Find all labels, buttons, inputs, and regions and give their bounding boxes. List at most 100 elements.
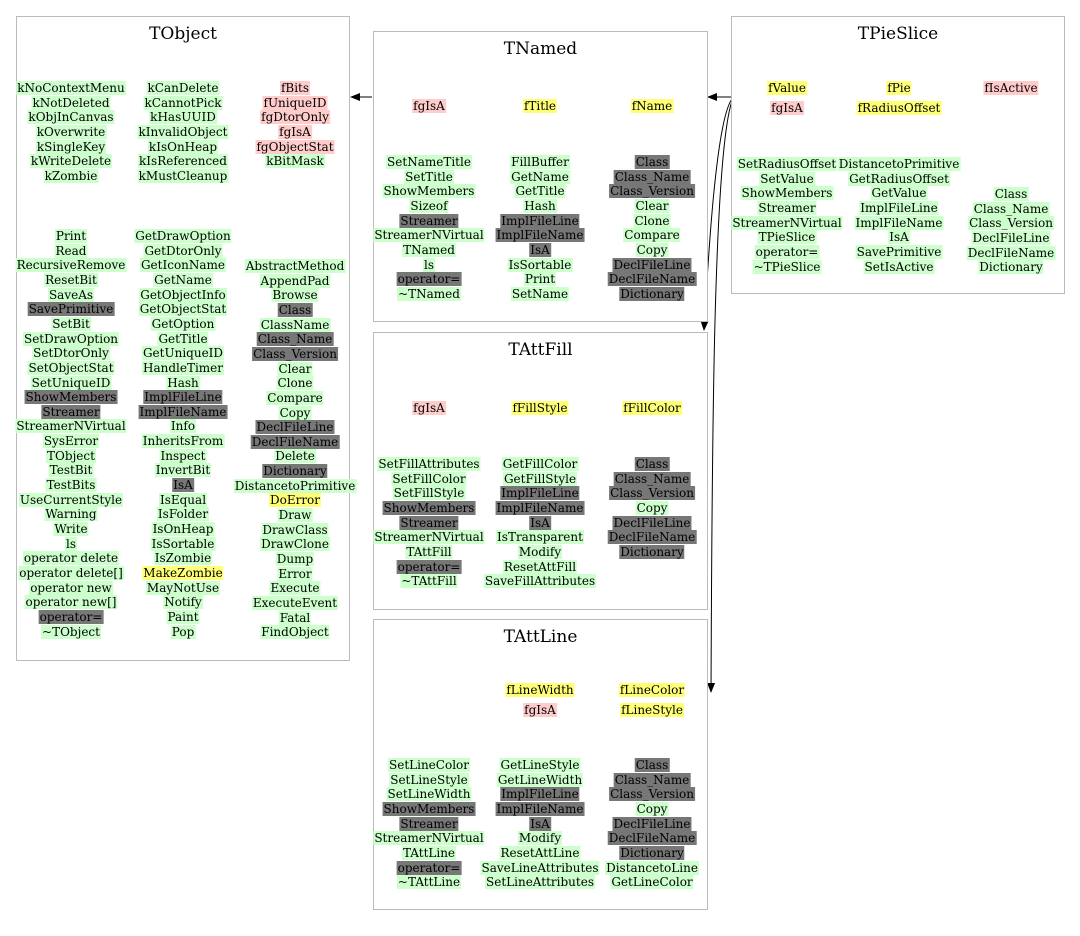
class-member: DrawClass xyxy=(261,522,329,537)
class-member: SetLineAttributes xyxy=(485,875,595,890)
class-member: ~TPieSlice xyxy=(752,259,822,274)
class-member: fLineColor xyxy=(618,683,686,697)
class-member: SetDtorOnly xyxy=(32,346,110,361)
class-member: TestBits xyxy=(45,478,97,493)
class-member: StreamerNVirtual xyxy=(731,215,843,230)
class-member: TAttLine xyxy=(401,845,457,860)
class-member: Copy xyxy=(635,242,669,257)
class-member: SavePrimitive xyxy=(855,244,943,259)
class-member: SetFillStyle xyxy=(392,486,466,501)
class-member: GetTitle xyxy=(157,331,209,346)
class-member: Clone xyxy=(276,376,314,391)
class-member: HandleTimer xyxy=(141,360,225,375)
class-member: ImplFileName xyxy=(495,228,585,243)
class-member: GetFillStyle xyxy=(502,471,578,486)
class-member: Class_Name xyxy=(972,201,1050,216)
class-member: ShowMembers xyxy=(382,500,476,515)
class-member: Class_Version xyxy=(609,787,695,802)
class-member: fTitle xyxy=(522,99,558,113)
class-member: fgIsA xyxy=(523,702,557,717)
class-member: GetTitle xyxy=(514,184,566,199)
class-title: TObject xyxy=(149,24,217,44)
class-member: GetDrawOption xyxy=(134,229,232,243)
class-member: DeclFileName xyxy=(607,831,697,846)
class-member: kNotDeleted xyxy=(31,95,111,110)
class-member: operator= xyxy=(396,272,462,287)
class-member: Modify xyxy=(517,831,563,846)
class-member: ImplFileLine xyxy=(500,486,580,501)
class-member: Class_Version xyxy=(609,184,695,199)
class-member: Dictionary xyxy=(978,260,1044,275)
class-member: DeclFileName xyxy=(607,272,697,287)
class-member: Dump xyxy=(275,552,315,566)
class-member: SaveFillAttributes xyxy=(483,574,597,589)
class-member: SetNameTitle xyxy=(386,155,472,169)
class-member: ResetAttLine xyxy=(499,845,581,860)
class-member: IsTransparent xyxy=(496,530,584,545)
class-member: GetUniqueID xyxy=(141,346,225,361)
class-member: TObject xyxy=(46,448,96,463)
class-member: Streamer xyxy=(757,200,817,215)
class-member: fLineStyle xyxy=(620,702,684,717)
class-member: TAttFill xyxy=(405,544,453,559)
class-title: TAttFill xyxy=(508,340,573,360)
class-member: operator new xyxy=(29,580,113,595)
class-member: TestBit xyxy=(48,463,94,478)
class-member: SetUniqueID xyxy=(30,375,112,390)
class-member: SetValue xyxy=(759,171,815,186)
class-member: Dictionary xyxy=(262,464,328,479)
class-member: SetObjectStat xyxy=(27,360,115,375)
class-member: SetDrawOption xyxy=(22,331,120,346)
class-member: Pop xyxy=(170,624,196,639)
class-member: IsA xyxy=(529,816,551,831)
class-member: ShowMembers xyxy=(382,184,476,199)
class-member: SetIsActive xyxy=(863,259,935,274)
class-member: TPieSlice xyxy=(757,230,817,245)
class-member: DistancetoPrimitive xyxy=(233,478,357,493)
class-member: DrawClone xyxy=(260,537,330,552)
class-member: ImplFileName xyxy=(495,500,585,515)
class-member: ~TNamed xyxy=(397,286,461,301)
class-member: operator delete[] xyxy=(18,565,124,580)
class-member: Copy xyxy=(278,405,312,420)
class-member: Hash xyxy=(523,198,557,213)
class-member: GetName xyxy=(510,169,570,184)
class-member: MayNotUse xyxy=(145,580,221,595)
class-member: Class_Version xyxy=(609,486,695,501)
class-member: MakeZombie xyxy=(142,565,224,580)
class-member: ImplFileLine xyxy=(143,390,223,405)
class-member: Inspect xyxy=(159,448,207,463)
class-member: fUniqueID xyxy=(262,95,328,110)
class-member: IsSortable xyxy=(507,257,573,272)
class-member: fgDtorOnly xyxy=(260,110,330,125)
class-member: ImplFileLine xyxy=(500,787,580,802)
class-member: ExecuteEvent xyxy=(251,595,339,610)
class-member: Class_Name xyxy=(613,169,691,184)
class-member: operator= xyxy=(396,559,462,574)
class-member: StreamerNVirtual xyxy=(373,228,485,243)
class-member: Class_Name xyxy=(613,772,691,787)
class-member: DeclFileName xyxy=(607,530,697,545)
class-member: SetTitle xyxy=(404,169,454,184)
class-box-tattline: TAttLine SetLineColor SetLineStyle SetLine… xyxy=(373,619,708,910)
class-member: Draw xyxy=(277,508,313,523)
class-member: ImplFileName xyxy=(138,404,228,419)
class-member: GetLineColor xyxy=(610,875,694,890)
class-member: ~TObject xyxy=(41,624,101,639)
class-member: Class xyxy=(634,457,670,471)
class-member: Browse xyxy=(271,288,319,303)
class-member: Clear xyxy=(634,198,670,213)
class-member: Dictionary xyxy=(619,286,685,301)
class-member: kZombie xyxy=(43,168,99,183)
class-member: ClassName xyxy=(259,317,331,332)
class-member: Print xyxy=(523,272,557,287)
class-member: fFillStyle xyxy=(511,401,569,415)
class-member: SetName xyxy=(510,286,570,301)
class-member: Class xyxy=(277,302,313,317)
class-member: Error xyxy=(277,566,313,581)
class-member: kSingleKey xyxy=(35,139,107,154)
class-member: ImplFileLine xyxy=(859,200,939,215)
class-member: ShowMembers xyxy=(740,186,834,201)
class-member: Class_Name xyxy=(256,332,334,347)
class-member: SetBit xyxy=(51,316,91,331)
